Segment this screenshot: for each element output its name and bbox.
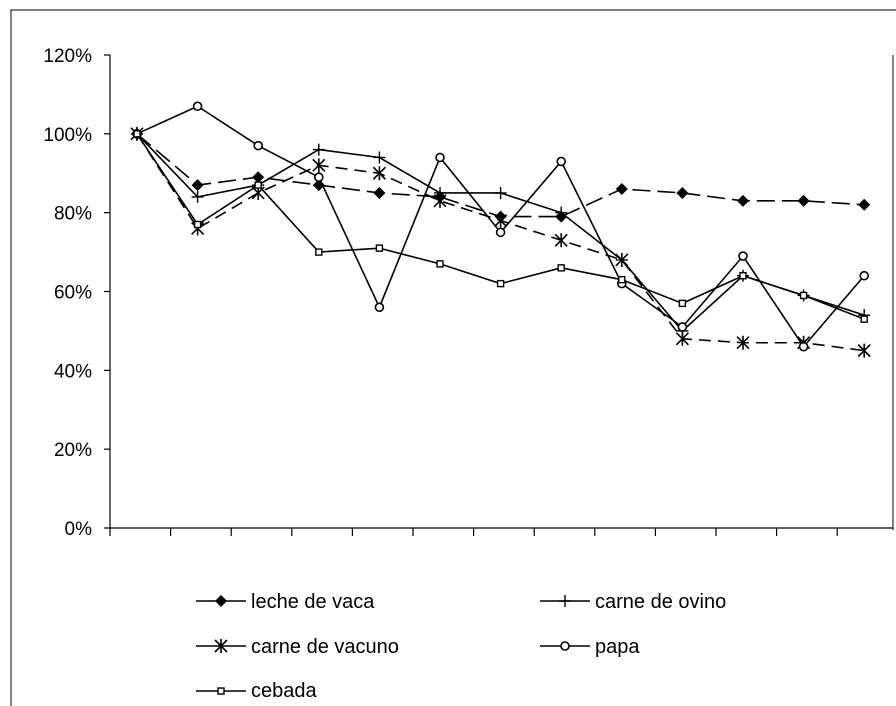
legend-swatch [540, 641, 590, 651]
legend-label: papa [595, 636, 640, 658]
data-point [374, 302, 385, 313]
data-point [435, 152, 445, 163]
data-point [191, 179, 204, 192]
y-axis-ticks: 0% 20% 40% 60% 80% 100% 120% [43, 46, 110, 540]
data-point [215, 595, 227, 607]
y-tick-label: 20% [54, 440, 92, 461]
data-point [315, 248, 323, 256]
data-point [495, 227, 506, 238]
data-point [797, 194, 810, 207]
data-point [554, 233, 568, 248]
data-point [675, 331, 689, 346]
data-point [858, 198, 871, 211]
series-line [136, 133, 865, 218]
data-point [678, 299, 687, 308]
y-tick-label: 100% [43, 125, 92, 146]
y-tick-label: 120% [43, 46, 92, 67]
legend-swatch [196, 595, 246, 607]
data-point [615, 252, 629, 267]
data-point [436, 260, 444, 268]
data-point [373, 186, 386, 199]
data-point [676, 186, 689, 199]
legend-item-leche-de-vaca: leche de vaca [196, 591, 375, 613]
series-leche-de-vaca [131, 127, 871, 223]
series-layer [130, 101, 871, 358]
data-point [192, 101, 203, 112]
data-point [615, 183, 628, 196]
legend-label: leche de vaca [251, 591, 375, 613]
data-point [217, 687, 225, 695]
data-point [857, 343, 871, 358]
data-point [253, 140, 264, 151]
data-point [133, 130, 141, 138]
data-point [677, 322, 688, 332]
legend: leche de vaca carne de ovino carne de va… [196, 591, 726, 702]
legend-label: cebada [251, 680, 317, 702]
data-point [860, 315, 868, 323]
series-cebada [133, 130, 868, 323]
legend-swatch [540, 595, 590, 607]
series-line [136, 133, 865, 352]
y-tick-label: 0% [65, 519, 93, 540]
series-papa [132, 101, 870, 352]
data-point [494, 213, 508, 228]
data-point [494, 186, 507, 199]
y-tick-label: 80% [54, 204, 92, 225]
series-carne-de-vacuno [130, 126, 871, 358]
data-point [373, 151, 386, 164]
data-point [496, 279, 505, 288]
data-point [798, 341, 809, 352]
legend-label: carne de vacuno [251, 636, 399, 658]
legend-swatch [196, 639, 246, 653]
y-tick-label: 60% [54, 283, 92, 304]
legend-item-cebada: cebada [196, 680, 317, 702]
data-point [799, 291, 808, 300]
legend-item-carne-de-vacuno: carne de vacuno [196, 636, 399, 658]
data-point [254, 181, 262, 189]
legend-swatch [196, 687, 246, 695]
data-point [372, 166, 386, 181]
data-point [312, 143, 325, 156]
legend-label: carne de ovino [595, 591, 726, 613]
legend-item-carne-de-ovino: carne de ovino [540, 591, 726, 613]
data-point [312, 158, 326, 173]
data-point [736, 335, 750, 350]
data-point [193, 220, 202, 229]
legend-item-papa: papa [540, 636, 640, 658]
x-axis-ticks [109, 528, 838, 536]
data-point [738, 251, 748, 261]
data-point [375, 244, 384, 252]
data-point [555, 206, 568, 219]
data-point [433, 193, 447, 208]
data-point [556, 156, 567, 167]
data-point [618, 275, 626, 284]
data-point [252, 171, 265, 184]
data-point [214, 639, 228, 653]
data-point [557, 264, 565, 272]
data-point [559, 595, 571, 607]
data-point [859, 270, 870, 281]
data-point [560, 641, 570, 651]
data-point [737, 194, 749, 207]
chart-border [10, 9, 896, 706]
data-point [739, 272, 747, 280]
data-point [313, 172, 324, 182]
y-tick-label: 40% [54, 361, 92, 382]
data-point [191, 190, 204, 203]
